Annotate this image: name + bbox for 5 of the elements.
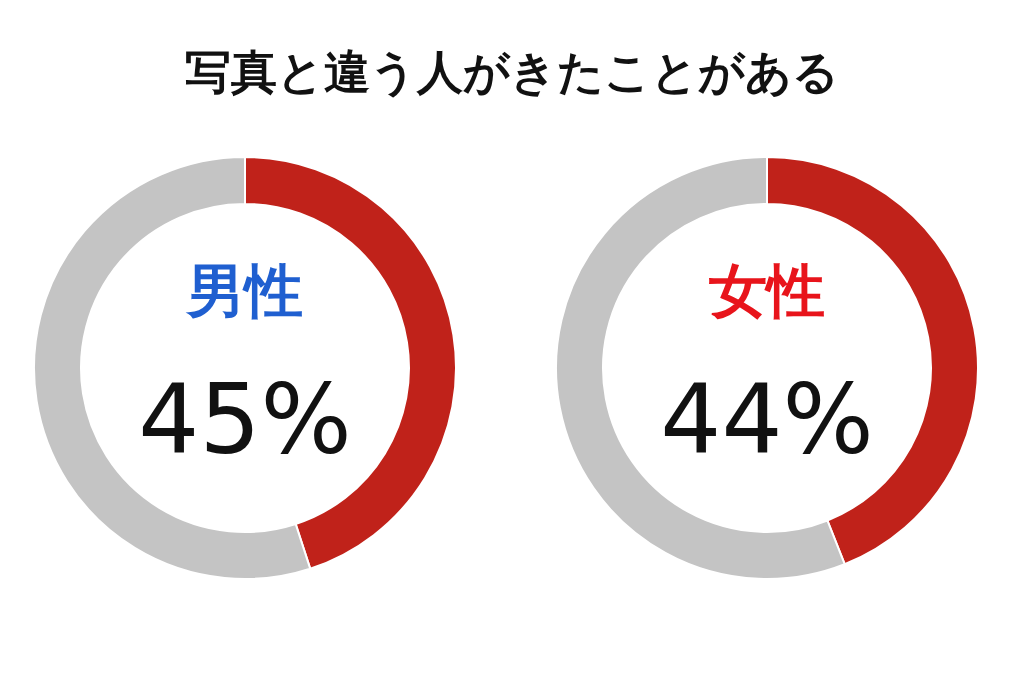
text: 女性 <box>708 257 825 325</box>
text: 男性 <box>185 257 303 325</box>
text: 45% <box>138 364 352 476</box>
chart-title: 写真と違う人がきたことがある <box>185 45 839 99</box>
text: 44% <box>660 364 874 476</box>
